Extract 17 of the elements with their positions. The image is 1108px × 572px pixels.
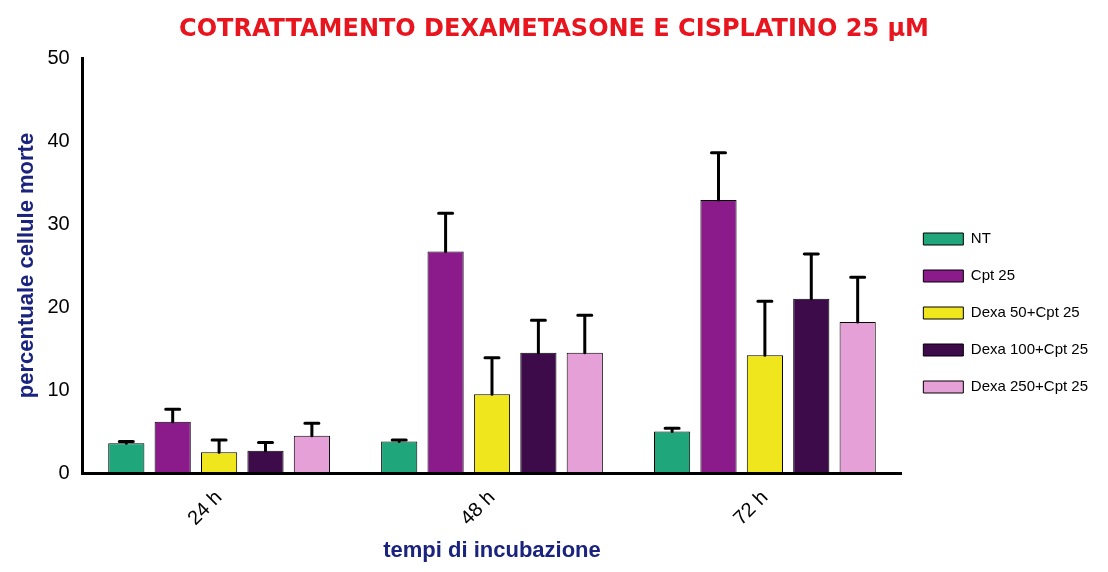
y-tick-label: 0 [58,460,70,483]
y-tick-label: 40 [47,128,70,151]
x-tick-label: 24 h [182,485,226,529]
x-tick-label: 72 h [728,485,772,529]
x-axis-title: tempi di incubazione [383,536,601,562]
y-axis-title: percentuale cellule morte [13,132,39,399]
legend-label: Dexa 50+Cpt 25 [970,303,1080,321]
legend-label: Dexa 100+Cpt 25 [970,340,1089,358]
legend-label: Dexa 250+Cpt 25 [970,377,1089,395]
legend-label: NT [970,229,991,247]
x-tick-label: 48 h [455,485,499,529]
legend-label: Cpt 25 [970,266,1016,284]
y-tick-label: 30 [47,211,70,234]
chart-title: COTRATTAMENTO DEXAMETASONE E CISPLATINO 25 µM [178,14,930,42]
y-tick-label: 50 [47,45,70,68]
y-tick-label: 20 [47,294,70,317]
y-tick-label: 10 [47,377,70,400]
